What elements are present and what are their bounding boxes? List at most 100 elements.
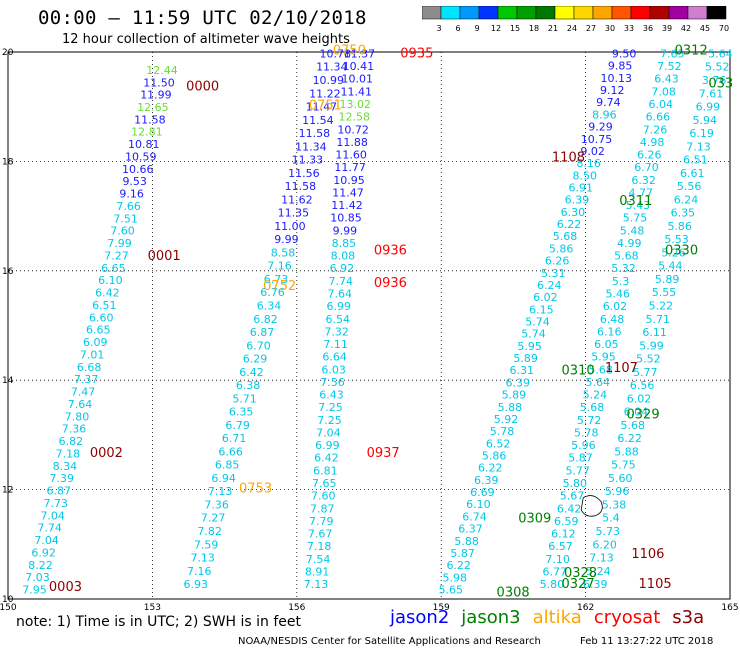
wave-height-label: 10.41 [343,60,375,73]
wave-height-label: 5.71 [646,313,671,326]
wave-height-label: 6.35 [229,406,254,419]
wave-height-label: 6.82 [59,435,84,448]
wave-height-label: 6.70 [246,339,271,352]
x-tick-label: 156 [288,603,305,613]
wave-height-label: 5.68 [588,363,613,376]
wave-height-label: 6.22 [557,218,582,231]
wave-height-label: 11.60 [335,149,367,162]
wave-height-label: 6.52 [486,437,511,450]
wave-height-label: 5.89 [502,389,527,402]
wave-height-label: 10.75 [581,133,613,146]
wave-height-label: 11.58 [285,180,317,193]
wave-height-label: 7.64 [328,287,353,300]
wave-height-label: 5.74 [521,328,546,341]
wave-height-label: 5.53 [664,233,689,246]
wave-height-label: 6.85 [215,459,240,472]
wave-height-label: 7.47 [71,386,96,399]
wave-height-label: 6.42 [314,452,339,465]
wave-height-label: 6.02 [627,392,652,405]
wave-height-label: 6.66 [218,445,243,458]
wave-height-label: 5.64 [708,47,733,60]
wave-height-label: 5.89 [513,352,538,365]
wave-height-label: 8.50 [572,169,597,182]
wave-height-label: 5.64 [585,376,610,389]
pass-time-label: 0936 [374,243,407,258]
wave-height-label: 7.13 [190,552,215,565]
wave-height-label: 11.77 [334,161,366,174]
wave-height-label: 6.99 [315,439,340,452]
wave-height-label: 6.70 [634,161,659,174]
wave-height-label: 6.38 [236,379,261,392]
island-outline [580,495,603,517]
colorbar-tick-label: 36 [643,24,653,33]
wave-height-label: 6.69 [470,486,495,499]
wave-height-label: 6.82 [253,313,278,326]
wave-height-label: 5.96 [571,439,596,452]
wave-height-label: 6.37 [458,523,483,536]
pass-time-label: 0330 [665,243,698,258]
wave-height-label: 7.13 [589,552,614,565]
wave-height-label: 11.35 [278,207,310,220]
wave-height-label: 5.68 [621,419,646,432]
legend-entry-s3a: s3a [672,607,705,628]
x-tick-label: 150 [0,603,17,613]
wave-height-label: 6.93 [183,578,208,591]
pass-time-label: 0937 [367,446,400,461]
wave-height-label: 7.66 [116,200,141,213]
wave-height-label: 6.05 [594,338,619,351]
wave-height-label: 6.12 [551,528,576,541]
y-tick-label: 10 [2,595,14,605]
pass-time-label: 0751 [309,98,342,113]
wave-height-label: 6.39 [474,474,499,487]
wave-height-label: 6.24 [537,279,562,292]
wave-height-label: 5.99 [639,339,664,352]
wave-height-label: 7.04 [316,426,341,439]
wave-height-label: 6.77 [543,565,568,578]
wave-height-label: 8.34 [53,460,78,473]
wave-height-label: 6.43 [319,389,344,402]
wave-height-label: 6.10 [98,274,123,287]
wave-height-label: 5.78 [490,425,515,438]
wave-height-label: 5.55 [652,286,677,299]
wave-height-label: 10.81 [128,138,160,151]
wave-height-label: 3.76 [702,74,727,87]
wave-height-label: 6.04 [649,98,674,111]
wave-height-label: 6.51 [683,154,708,167]
wave-height-label: 7.25 [318,401,343,414]
y-tick-label: 20 [2,48,14,58]
wave-height-label: 9.53 [122,175,147,188]
pass-time-label: 0312 [675,44,708,59]
wave-height-label: 12.44 [146,64,178,77]
colorbar-tick-label: 3 [436,24,441,33]
wave-height-label: 5.24 [583,389,608,402]
wave-height-label: 5.75 [623,212,648,225]
wave-height-label: 5.88 [454,535,479,548]
wave-height-label: 6.43 [654,73,679,86]
wave-height-label: 6.22 [446,559,471,572]
y-tick-label: 18 [2,157,14,167]
wave-height-label: 6.74 [462,510,487,523]
wave-height-label: 6.30 [561,206,586,219]
wave-height-label: 5.86 [482,450,507,463]
wave-height-label: 11.34 [316,61,348,74]
wave-height-label: 6.02 [533,291,558,304]
wave-height-label: 6.79 [225,419,250,432]
pass-time-label: 0310 [562,364,595,379]
wave-height-label: 10.95 [333,174,365,187]
pass-time-label: 0001 [148,249,181,264]
colorbar-tick-label: 45 [700,24,710,33]
wave-height-label: 5.56 [677,180,702,193]
wave-height-label: 12.81 [131,126,163,139]
colorbar-tick-label: 9 [474,24,479,33]
wave-height-label: 7.18 [56,447,81,460]
wave-height-label: 5.98 [443,571,468,584]
wave-height-label: 5.78 [574,426,599,439]
wave-height-label: 6.19 [689,127,714,140]
x-tick-label: 153 [144,603,161,613]
wave-height-label: 7.13 [304,578,329,591]
wave-height-label: 11.37 [344,47,376,60]
wave-height-label: 11.41 [341,85,373,98]
legend-entry-cryosat: cryosat [593,607,661,628]
wave-height-label: 5.95 [517,340,542,353]
